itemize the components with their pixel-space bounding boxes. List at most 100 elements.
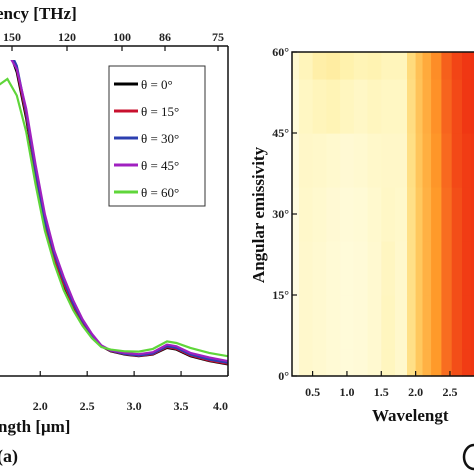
heatmap-cell: [326, 52, 341, 80]
heatmap-cell: [326, 187, 341, 242]
heatmap-cell: [470, 241, 474, 296]
x-tick-label: 4.0: [213, 399, 228, 413]
heatmap-cell: [353, 133, 369, 188]
heatmap-cell: [395, 52, 408, 80]
heatmap-cell: [441, 349, 453, 377]
heatmap-cell: [462, 79, 472, 134]
x-tick-label: 0.5: [305, 385, 320, 399]
heatmap-cell: [431, 79, 442, 134]
heatmap-cell: [312, 349, 327, 377]
heatmap-cell: [451, 295, 463, 350]
heatmap-cell: [367, 52, 382, 80]
heatmap-cell: [395, 187, 408, 242]
heatmap-cell: [422, 295, 432, 350]
heatmap-cell: [381, 187, 396, 242]
heatmap-cell: [367, 349, 382, 377]
heatmap-cell: [451, 79, 463, 134]
heatmap-cell: [451, 133, 463, 188]
panel-b-label-fragment: [462, 443, 474, 471]
heatmap-cell: [431, 187, 442, 242]
heatmap-cell: [312, 295, 327, 350]
heatmap-cell: [431, 295, 442, 350]
heatmap-cell: [407, 241, 417, 296]
heatmap-cell: [312, 52, 327, 80]
heatmap-cell: [441, 79, 453, 134]
heatmap-cell: [326, 79, 341, 134]
heatmap-cell: [326, 295, 341, 350]
heatmap-cell: [292, 349, 300, 377]
heatmap-cell: [292, 133, 300, 188]
heatmap-cell: [422, 349, 432, 377]
heatmap-cell: [407, 133, 417, 188]
heatmap-cell: [395, 79, 408, 134]
top-tick-label: 75: [212, 30, 224, 44]
panel-a-bottom-ticks: 2.0 2.5 3.0 3.5 4.0: [33, 371, 229, 413]
heatmap-cell: [340, 79, 355, 134]
heatmap-cell: [381, 133, 396, 188]
legend-box: [108, 65, 206, 207]
y-tick-label: 45°: [272, 126, 289, 140]
heatmap-cell: [415, 295, 424, 350]
heatmap-cell: [326, 349, 341, 377]
heatmap-cell: [415, 187, 424, 242]
panel-a-series-lines: [0, 60, 228, 366]
heatmap-cell: [451, 187, 463, 242]
legend-entry: θ = 30°: [141, 131, 179, 146]
heatmap-cell: [462, 133, 472, 188]
heatmap-cell: [395, 349, 408, 377]
heatmap-cell: [340, 133, 355, 188]
heatmap-cell: [381, 295, 396, 350]
heatmap-cell: [381, 79, 396, 134]
heatmap-cell: [431, 133, 442, 188]
heatmap-cell: [422, 133, 432, 188]
heatmap-cell: [340, 241, 355, 296]
heatmap-cell: [292, 79, 300, 134]
heatmap-cell: [340, 349, 355, 377]
x-tick-label: 2.0: [33, 399, 48, 413]
top-tick-label: 86: [159, 30, 171, 44]
heatmap-cell: [312, 241, 327, 296]
heatmap-cell: [292, 241, 300, 296]
series-line-3: [10, 60, 228, 363]
top-tick-label: 100: [113, 30, 131, 44]
panel-a-top-ticks: 150 120 100 86 75: [3, 30, 224, 51]
panel-a-top-axis-title: ency [THz]: [0, 4, 77, 23]
heatmap-cell: [381, 52, 396, 80]
heatmap-cell: [292, 52, 300, 80]
heatmap-cell: [367, 295, 382, 350]
heatmap-cell: [470, 79, 474, 134]
heatmap-cell: [395, 295, 408, 350]
heatmap-cell: [407, 79, 417, 134]
heatmap-cell: [353, 295, 369, 350]
heatmap-cell: [298, 349, 314, 377]
top-tick-label: 120: [58, 30, 76, 44]
heatmap-cell: [340, 295, 355, 350]
heatmap-cell: [415, 79, 424, 134]
y-tick-label: 0°: [278, 369, 289, 383]
heatmap-cell: [441, 241, 453, 296]
heatmap-cell: [415, 349, 424, 377]
heatmap-cell: [431, 349, 442, 377]
panel-b-heatmap-cells: [292, 52, 474, 377]
panel-a-label: (a): [0, 446, 18, 467]
heatmap-cell: [381, 241, 396, 296]
heatmap-cell: [367, 133, 382, 188]
heatmap-cell: [298, 295, 314, 350]
x-tick-label: 1.0: [339, 385, 354, 399]
heatmap-cell: [353, 187, 369, 242]
heatmap-cell: [441, 187, 453, 242]
heatmap-cell: [462, 295, 472, 350]
heatmap-cell: [422, 241, 432, 296]
panel-b-y-axis-title: Angular emissivity: [249, 146, 268, 283]
panel-a-axes-frame: [0, 45, 229, 377]
x-tick-label: 2.5: [80, 399, 95, 413]
heatmap-cell: [470, 52, 474, 80]
series-line-4: [0, 77, 228, 358]
heatmap-cell: [298, 133, 314, 188]
heatmap-cell: [470, 187, 474, 242]
heatmap-cell: [326, 133, 341, 188]
legend-entry: θ = 15°: [141, 104, 179, 119]
heatmap-cell: [415, 52, 424, 80]
panel-b-x-ticks: 0.5 1.0 1.5 2.0 2.5: [305, 371, 457, 399]
